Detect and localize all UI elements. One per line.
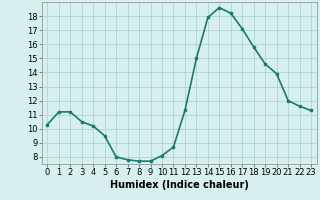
X-axis label: Humidex (Indice chaleur): Humidex (Indice chaleur) [110,180,249,190]
